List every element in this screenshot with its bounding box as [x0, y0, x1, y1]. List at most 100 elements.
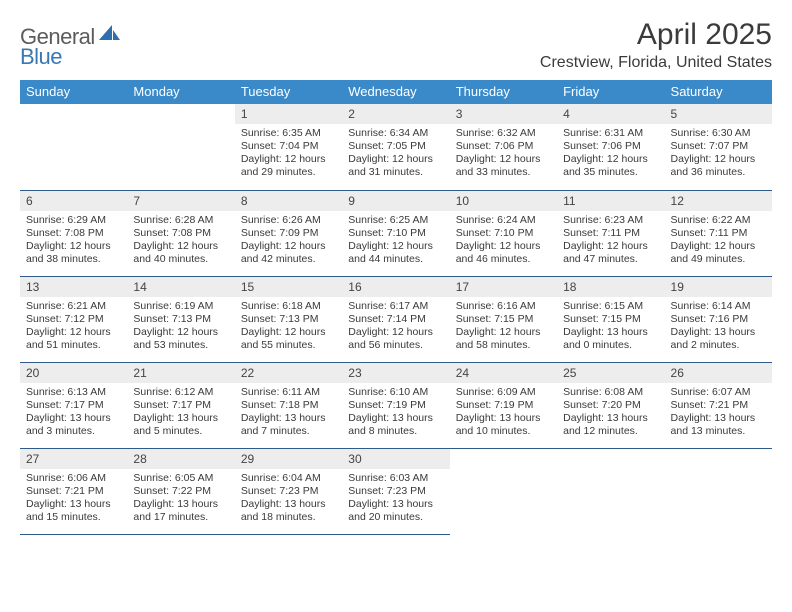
day-details: Sunrise: 6:24 AMSunset: 7:10 PMDaylight:… [450, 211, 557, 271]
day-number: 13 [20, 277, 127, 297]
calendar-week-row: 20Sunrise: 6:13 AMSunset: 7:17 PMDayligh… [20, 362, 772, 448]
day-number: 7 [127, 191, 234, 211]
day-number: 4 [557, 104, 664, 124]
weekday-header: Sunday [20, 80, 127, 104]
day-number: 10 [450, 191, 557, 211]
day-number: 12 [665, 191, 772, 211]
calendar-day-cell: 16Sunrise: 6:17 AMSunset: 7:14 PMDayligh… [342, 276, 449, 362]
day-number: 17 [450, 277, 557, 297]
day-details: Sunrise: 6:35 AMSunset: 7:04 PMDaylight:… [235, 124, 342, 184]
calendar-day-cell: 3Sunrise: 6:32 AMSunset: 7:06 PMDaylight… [450, 104, 557, 190]
calendar-day-cell: 28Sunrise: 6:05 AMSunset: 7:22 PMDayligh… [127, 448, 234, 534]
calendar-day-cell: 11Sunrise: 6:23 AMSunset: 7:11 PMDayligh… [557, 190, 664, 276]
calendar-day-cell: 17Sunrise: 6:16 AMSunset: 7:15 PMDayligh… [450, 276, 557, 362]
calendar-table: SundayMondayTuesdayWednesdayThursdayFrid… [20, 80, 772, 535]
day-details: Sunrise: 6:28 AMSunset: 7:08 PMDaylight:… [127, 211, 234, 271]
logo-sail-icon [99, 23, 121, 46]
day-number: 18 [557, 277, 664, 297]
day-details: Sunrise: 6:21 AMSunset: 7:12 PMDaylight:… [20, 297, 127, 357]
day-details: Sunrise: 6:22 AMSunset: 7:11 PMDaylight:… [665, 211, 772, 271]
calendar-day-cell: 26Sunrise: 6:07 AMSunset: 7:21 PMDayligh… [665, 362, 772, 448]
day-number: 6 [20, 191, 127, 211]
day-details: Sunrise: 6:06 AMSunset: 7:21 PMDaylight:… [20, 469, 127, 529]
calendar-day-cell: 29Sunrise: 6:04 AMSunset: 7:23 PMDayligh… [235, 448, 342, 534]
weekday-header: Thursday [450, 80, 557, 104]
day-details: Sunrise: 6:12 AMSunset: 7:17 PMDaylight:… [127, 383, 234, 443]
calendar-week-row: 6Sunrise: 6:29 AMSunset: 7:08 PMDaylight… [20, 190, 772, 276]
calendar-day-cell: 20Sunrise: 6:13 AMSunset: 7:17 PMDayligh… [20, 362, 127, 448]
day-number: 1 [235, 104, 342, 124]
day-details: Sunrise: 6:03 AMSunset: 7:23 PMDaylight:… [342, 469, 449, 529]
weekday-header: Monday [127, 80, 234, 104]
day-number: 25 [557, 363, 664, 383]
logo-text-blue: Blue [20, 44, 62, 69]
day-details: Sunrise: 6:30 AMSunset: 7:07 PMDaylight:… [665, 124, 772, 184]
calendar-day-cell: 15Sunrise: 6:18 AMSunset: 7:13 PMDayligh… [235, 276, 342, 362]
day-details: Sunrise: 6:08 AMSunset: 7:20 PMDaylight:… [557, 383, 664, 443]
weekday-header-row: SundayMondayTuesdayWednesdayThursdayFrid… [20, 80, 772, 104]
calendar-day-cell: 8Sunrise: 6:26 AMSunset: 7:09 PMDaylight… [235, 190, 342, 276]
calendar-day-cell: .. [665, 448, 772, 534]
day-details: Sunrise: 6:32 AMSunset: 7:06 PMDaylight:… [450, 124, 557, 184]
day-details: Sunrise: 6:34 AMSunset: 7:05 PMDaylight:… [342, 124, 449, 184]
location-subtitle: Crestview, Florida, United States [540, 54, 772, 72]
calendar-day-cell: .. [450, 448, 557, 534]
calendar-day-cell: 25Sunrise: 6:08 AMSunset: 7:20 PMDayligh… [557, 362, 664, 448]
day-details: Sunrise: 6:25 AMSunset: 7:10 PMDaylight:… [342, 211, 449, 271]
day-number: 21 [127, 363, 234, 383]
weekday-header: Friday [557, 80, 664, 104]
calendar-day-cell: .. [20, 104, 127, 190]
day-details: Sunrise: 6:29 AMSunset: 7:08 PMDaylight:… [20, 211, 127, 271]
day-number: 3 [450, 104, 557, 124]
calendar-day-cell: .. [127, 104, 234, 190]
calendar-day-cell: 4Sunrise: 6:31 AMSunset: 7:06 PMDaylight… [557, 104, 664, 190]
day-details: Sunrise: 6:17 AMSunset: 7:14 PMDaylight:… [342, 297, 449, 357]
calendar-day-cell: .. [557, 448, 664, 534]
day-number: 8 [235, 191, 342, 211]
calendar-day-cell: 10Sunrise: 6:24 AMSunset: 7:10 PMDayligh… [450, 190, 557, 276]
day-details: Sunrise: 6:11 AMSunset: 7:18 PMDaylight:… [235, 383, 342, 443]
day-number: 23 [342, 363, 449, 383]
day-details: Sunrise: 6:31 AMSunset: 7:06 PMDaylight:… [557, 124, 664, 184]
day-number: 24 [450, 363, 557, 383]
calendar-body: ....1Sunrise: 6:35 AMSunset: 7:04 PMDayl… [20, 104, 772, 534]
day-number: 11 [557, 191, 664, 211]
calendar-week-row: ....1Sunrise: 6:35 AMSunset: 7:04 PMDayl… [20, 104, 772, 190]
weekday-header: Tuesday [235, 80, 342, 104]
day-number: 19 [665, 277, 772, 297]
weekday-header: Saturday [665, 80, 772, 104]
day-details: Sunrise: 6:14 AMSunset: 7:16 PMDaylight:… [665, 297, 772, 357]
calendar-day-cell: 7Sunrise: 6:28 AMSunset: 7:08 PMDaylight… [127, 190, 234, 276]
day-details: Sunrise: 6:19 AMSunset: 7:13 PMDaylight:… [127, 297, 234, 357]
calendar-day-cell: 1Sunrise: 6:35 AMSunset: 7:04 PMDaylight… [235, 104, 342, 190]
day-details: Sunrise: 6:23 AMSunset: 7:11 PMDaylight:… [557, 211, 664, 271]
calendar-week-row: 27Sunrise: 6:06 AMSunset: 7:21 PMDayligh… [20, 448, 772, 534]
day-number: 29 [235, 449, 342, 469]
day-number: 2 [342, 104, 449, 124]
calendar-day-cell: 24Sunrise: 6:09 AMSunset: 7:19 PMDayligh… [450, 362, 557, 448]
day-details: Sunrise: 6:26 AMSunset: 7:09 PMDaylight:… [235, 211, 342, 271]
header: General April 2025 Crestview, Florida, U… [20, 18, 772, 72]
day-details: Sunrise: 6:04 AMSunset: 7:23 PMDaylight:… [235, 469, 342, 529]
calendar-day-cell: 14Sunrise: 6:19 AMSunset: 7:13 PMDayligh… [127, 276, 234, 362]
day-number: 15 [235, 277, 342, 297]
day-details: Sunrise: 6:16 AMSunset: 7:15 PMDaylight:… [450, 297, 557, 357]
calendar-day-cell: 6Sunrise: 6:29 AMSunset: 7:08 PMDaylight… [20, 190, 127, 276]
weekday-header: Wednesday [342, 80, 449, 104]
day-details: Sunrise: 6:13 AMSunset: 7:17 PMDaylight:… [20, 383, 127, 443]
calendar-day-cell: 18Sunrise: 6:15 AMSunset: 7:15 PMDayligh… [557, 276, 664, 362]
calendar-day-cell: 19Sunrise: 6:14 AMSunset: 7:16 PMDayligh… [665, 276, 772, 362]
calendar-day-cell: 21Sunrise: 6:12 AMSunset: 7:17 PMDayligh… [127, 362, 234, 448]
day-details: Sunrise: 6:18 AMSunset: 7:13 PMDaylight:… [235, 297, 342, 357]
calendar-day-cell: 9Sunrise: 6:25 AMSunset: 7:10 PMDaylight… [342, 190, 449, 276]
day-number: 26 [665, 363, 772, 383]
calendar-day-cell: 27Sunrise: 6:06 AMSunset: 7:21 PMDayligh… [20, 448, 127, 534]
calendar-day-cell: 5Sunrise: 6:30 AMSunset: 7:07 PMDaylight… [665, 104, 772, 190]
day-number: 22 [235, 363, 342, 383]
calendar-day-cell: 2Sunrise: 6:34 AMSunset: 7:05 PMDaylight… [342, 104, 449, 190]
day-details: Sunrise: 6:09 AMSunset: 7:19 PMDaylight:… [450, 383, 557, 443]
day-number: 28 [127, 449, 234, 469]
day-details: Sunrise: 6:10 AMSunset: 7:19 PMDaylight:… [342, 383, 449, 443]
day-number: 16 [342, 277, 449, 297]
day-number: 20 [20, 363, 127, 383]
